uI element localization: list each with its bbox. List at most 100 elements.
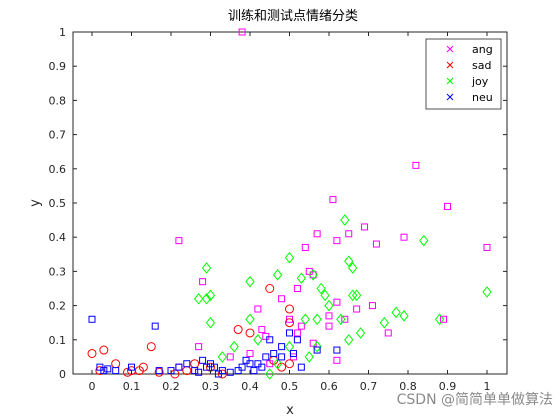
legend-label-ang: ang xyxy=(472,43,493,56)
sad-point xyxy=(285,318,294,328)
y-tick-label: 0.7 xyxy=(49,129,67,142)
x-tick-label: 0.1 xyxy=(123,380,141,393)
series-neu xyxy=(88,315,341,378)
y-tick-label: 0.8 xyxy=(49,94,67,107)
neu-point xyxy=(199,356,207,364)
joy-point xyxy=(296,272,306,285)
sad-point xyxy=(233,325,243,335)
ang-point xyxy=(333,298,341,306)
joy-point xyxy=(379,316,389,329)
joy-point xyxy=(320,289,330,302)
x-tick-label: 1 xyxy=(484,380,491,393)
x-tick-label: 0.8 xyxy=(399,380,417,393)
ang-point xyxy=(238,28,246,36)
watermark: CSDN @简简单单做算法 xyxy=(397,391,553,408)
joy-point xyxy=(344,255,354,267)
x-tick-label: 0.2 xyxy=(162,380,180,393)
ang-point xyxy=(293,285,301,292)
joy-point xyxy=(217,351,227,363)
ang-point xyxy=(254,305,262,313)
legend-label-joy: joy xyxy=(471,75,489,88)
neu-point xyxy=(270,349,278,357)
neu-point xyxy=(286,329,293,337)
joy-point xyxy=(391,306,401,319)
ang-point xyxy=(483,243,491,251)
ang-point xyxy=(329,196,337,204)
legend-box xyxy=(425,38,502,110)
neu-point xyxy=(262,353,270,361)
ang-point xyxy=(226,353,234,361)
neu-point xyxy=(246,360,254,368)
ang-point xyxy=(301,243,309,251)
sad-point xyxy=(146,342,156,352)
ang-point xyxy=(313,230,321,238)
legend-marker-ang xyxy=(446,45,454,53)
ang-point xyxy=(286,315,293,323)
joy-point xyxy=(253,333,263,346)
ang-point xyxy=(372,240,380,248)
joy-point xyxy=(324,299,334,312)
neu-point xyxy=(88,315,96,323)
sad-point xyxy=(285,359,294,369)
sad-point xyxy=(245,328,255,338)
neu-point xyxy=(195,368,203,376)
neu-point xyxy=(104,365,112,373)
ang-point xyxy=(195,343,203,351)
legend-label-neu: neu xyxy=(472,91,493,104)
ang-point xyxy=(444,202,451,210)
ang-point xyxy=(325,322,333,330)
joy-point xyxy=(344,333,354,346)
sad-point xyxy=(87,348,97,358)
legend-marker-sad xyxy=(446,61,454,69)
axis-ticks: 0 0.1 0.2 0.3 0.4 0.5 0.6 0.7 0.8 0.9 1 0 0.1 0.2 0.3 0… xyxy=(49,26,507,393)
sad-point xyxy=(285,304,294,314)
sad-point xyxy=(217,369,227,379)
y-tick-label: 0.1 xyxy=(49,334,67,347)
joy-point xyxy=(273,357,283,370)
ang-point xyxy=(440,315,448,323)
sad-point xyxy=(154,367,164,377)
y-tick-label: 0.9 xyxy=(49,60,67,73)
joy-point xyxy=(348,289,358,302)
neu-point xyxy=(333,346,341,354)
joy-point xyxy=(201,262,212,274)
ang-point xyxy=(361,223,369,231)
sad-point xyxy=(265,284,275,293)
neu-point xyxy=(191,367,199,375)
ang-point xyxy=(400,233,408,241)
neu-point xyxy=(278,343,286,351)
legend-marker-neu xyxy=(446,93,454,101)
ang-point xyxy=(258,326,266,334)
joy-point xyxy=(482,286,492,298)
y-axis-label: y xyxy=(28,199,43,207)
ang-point xyxy=(297,322,305,330)
neu-point xyxy=(289,349,297,357)
joy-point xyxy=(308,269,318,281)
ang-point xyxy=(353,305,361,313)
ang-point xyxy=(278,295,286,303)
ang-point xyxy=(333,356,341,364)
joy-point xyxy=(304,351,314,363)
joy-point xyxy=(399,310,409,322)
neu-point xyxy=(100,367,108,375)
joy-point xyxy=(340,214,350,226)
joy-point xyxy=(194,292,204,305)
neu-point xyxy=(250,367,258,375)
joy-point xyxy=(348,262,358,274)
joy-point xyxy=(284,251,295,264)
y-tick-label: 1 xyxy=(59,26,66,39)
series-ang xyxy=(175,28,491,371)
data-points xyxy=(87,28,492,380)
chart-title: 训练和测试点情绪分类 xyxy=(228,9,358,24)
x-tick-label: 0.7 xyxy=(360,380,378,393)
joy-point xyxy=(205,289,216,302)
y-tick-label: 0.4 xyxy=(49,231,67,244)
neu-point xyxy=(297,363,305,371)
x-tick-label: 0.6 xyxy=(320,380,338,393)
joy-point xyxy=(312,340,322,353)
joy-point xyxy=(229,340,239,353)
neu-point xyxy=(293,336,301,344)
y-tick-label: 0.5 xyxy=(49,197,67,210)
ang-point xyxy=(341,315,349,323)
